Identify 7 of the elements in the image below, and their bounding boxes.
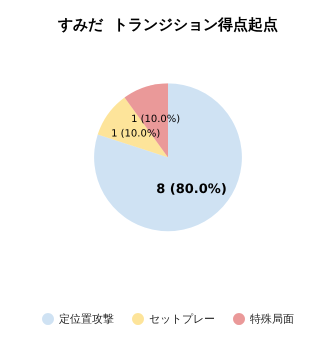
data-label: 8 (80.0%) bbox=[156, 182, 227, 198]
legend-label: 定位置攻撃 bbox=[59, 312, 114, 326]
chart-title: すみだ トランジション得点起点 bbox=[56, 16, 278, 34]
data-label: 1 (10.0%) bbox=[131, 114, 180, 125]
legend-label: 特殊局面 bbox=[250, 312, 294, 326]
data-label: 1 (10.0%) bbox=[111, 128, 160, 140]
legend-label: セットプレー bbox=[149, 312, 215, 326]
